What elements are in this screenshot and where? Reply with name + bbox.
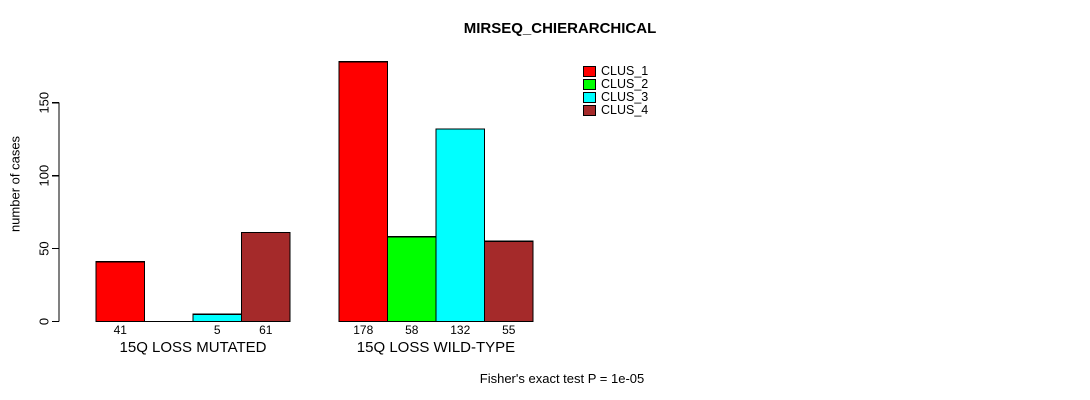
bar-value-label: 61 <box>259 323 273 337</box>
x-category-label-mutated: 15Q LOSS MUTATED <box>119 339 267 356</box>
x-category-label-wild-type: 15Q LOSS WILD-TYPE <box>356 339 516 356</box>
bar <box>240 231 291 323</box>
legend-label-clus4: CLUS_4 <box>601 103 649 118</box>
bar <box>192 313 243 323</box>
y-axis-tick-label: 150 <box>37 92 52 114</box>
y-axis-tick-label: 100 <box>37 165 52 187</box>
legend-swatch-clus3 <box>583 92 596 103</box>
legend-label-clus1: CLUS_1 <box>601 64 649 79</box>
y-axis-tick-label: 50 <box>37 241 52 255</box>
legend-swatch-clus4 <box>583 105 596 116</box>
legend: CLUS_1 CLUS_2 CLUS_3 CLUS_4 <box>583 65 648 117</box>
legend-item-clus3: CLUS_3 <box>583 91 648 104</box>
bar <box>95 261 146 323</box>
fisher-test-annotation: Fisher's exact test P = 1e-05 <box>479 371 645 386</box>
bar-value-label: 41 <box>114 323 128 337</box>
chart-title: MIRSEQ_CHIERARCHICAL <box>463 20 657 37</box>
legend-item-clus2: CLUS_2 <box>583 78 648 91</box>
legend-swatch-clus2 <box>583 79 596 90</box>
legend-item-clus4: CLUS_4 <box>583 104 648 117</box>
bar-value-label: 5 <box>214 323 221 337</box>
legend-item-clus1: CLUS_1 <box>583 65 648 78</box>
bar <box>483 240 534 323</box>
legend-label-clus2: CLUS_2 <box>601 77 649 92</box>
bar <box>338 61 389 323</box>
bar-value-label: 132 <box>450 323 470 337</box>
bar <box>386 236 437 323</box>
legend-swatch-clus1 <box>583 66 596 77</box>
y-axis-tick-label: 0 <box>37 318 52 325</box>
legend-label-clus3: CLUS_3 <box>601 90 649 105</box>
y-axis-title: number of cases <box>7 135 23 233</box>
bar <box>435 128 486 323</box>
bar-value-label: 178 <box>353 323 373 337</box>
bar-value-label: 55 <box>502 323 516 337</box>
bar-value-label: 58 <box>405 323 419 337</box>
